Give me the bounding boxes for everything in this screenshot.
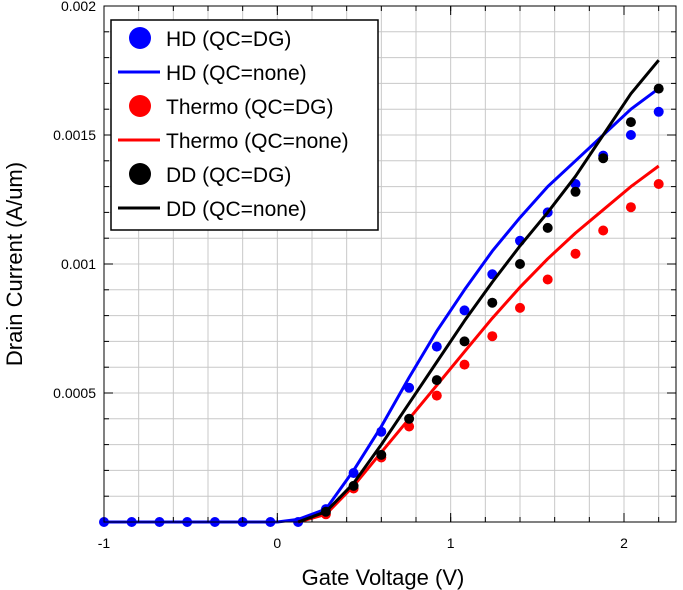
legend-entry: Thermo (QC=none): [118, 130, 349, 153]
y-tick-label: 0.0005: [53, 385, 96, 401]
series-line: [297, 164, 660, 524]
data-point: [570, 186, 581, 197]
series-3: [297, 164, 660, 524]
axis-ticks: -1 0 1 2 0.0005 0.001 0.0015 0.002: [53, 0, 676, 551]
data-point: [625, 130, 636, 140]
legend-label: DD (QC=DG): [166, 164, 291, 187]
legend-label: DD (QC=none): [166, 198, 307, 221]
legend: HD (QC=DG) HD (QC=none) Thermo (QC=DG) Ther…: [110, 19, 379, 231]
data-point: [653, 179, 664, 189]
data-point: [653, 83, 664, 94]
data-point: [459, 359, 470, 370]
data-point: [487, 331, 498, 342]
data-point: [376, 449, 387, 460]
data-point: [598, 153, 609, 164]
legend-label: Thermo (QC=DG): [166, 96, 333, 119]
x-axis-title: Gate Voltage (V): [302, 565, 465, 590]
y-axis-title: Drain Current (A/um): [2, 162, 27, 366]
data-point: [542, 222, 553, 233]
data-point: [598, 225, 609, 236]
legend-label: HD (QC=none): [166, 62, 307, 85]
data-point: [431, 341, 442, 352]
legend-marker-swatch: [129, 163, 151, 185]
data-point: [625, 202, 636, 213]
data-point: [404, 382, 415, 393]
y-tick-label: 0.001: [61, 256, 96, 272]
data-point: [570, 248, 581, 259]
legend-label: HD (QC=DG): [166, 28, 291, 51]
x-tick-label: 2: [620, 535, 628, 551]
legend-box: [110, 19, 379, 231]
data-point: [625, 117, 636, 128]
legend-marker-swatch: [129, 27, 151, 49]
x-tick-label: -1: [98, 535, 111, 551]
data-point: [459, 305, 470, 316]
legend-entry: Thermo (QC=DG): [129, 95, 333, 119]
legend-marker-swatch: [129, 95, 151, 117]
legend-entry: HD (QC=DG): [129, 27, 291, 51]
data-point: [515, 302, 525, 313]
legend-entry: DD (QC=none): [118, 198, 307, 221]
y-tick-label: 0.0015: [53, 127, 96, 143]
y-tick-label: 0.002: [61, 0, 96, 14]
x-tick-label: 1: [447, 535, 455, 551]
legend-entry: HD (QC=none): [118, 62, 307, 85]
data-point: [431, 390, 442, 401]
data-point: [487, 297, 498, 308]
data-point: [542, 274, 553, 285]
series-5: [297, 59, 660, 524]
data-point: [348, 480, 359, 491]
data-point: [404, 413, 415, 424]
data-point: [515, 259, 525, 269]
series-line: [297, 59, 660, 524]
legend-entry: DD (QC=DG): [129, 163, 291, 187]
legend-label: Thermo (QC=none): [166, 130, 349, 153]
data-point: [459, 336, 470, 347]
x-tick-label: 0: [273, 535, 281, 551]
data-point: [653, 106, 664, 117]
data-point: [431, 375, 442, 386]
